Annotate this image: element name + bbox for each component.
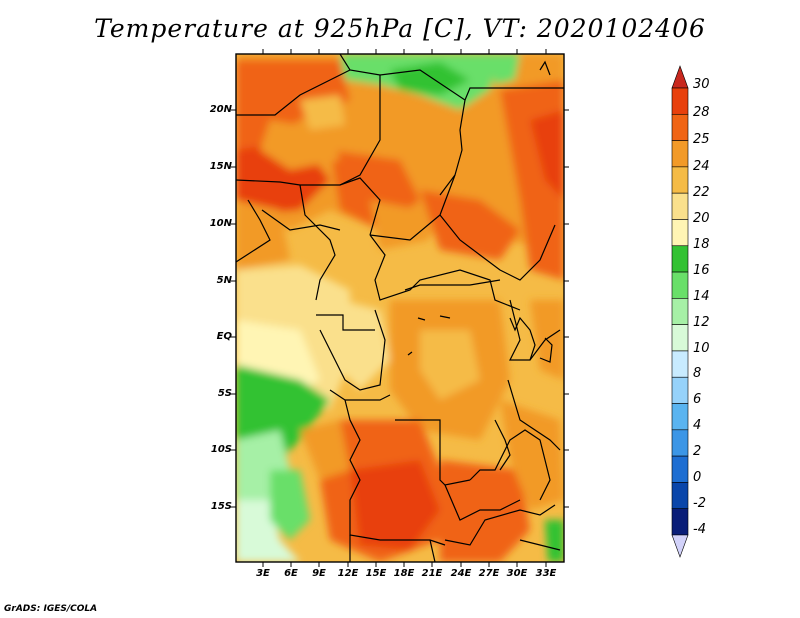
colorbar-swatch [671, 140, 689, 168]
lat-label-15n: 15N [209, 161, 232, 172]
colorbar-label-30: 30 [693, 77, 710, 92]
colorbar-label-neg2: -2 [693, 496, 706, 511]
colorbar-label-16: 16 [693, 263, 710, 278]
colorbar-label-2: 2 [693, 444, 702, 459]
lat-label-20n: 20N [209, 104, 232, 115]
colorbar [671, 65, 689, 558]
colorbar-label-10: 10 [693, 341, 710, 356]
temperature-field [236, 54, 564, 562]
colorbar-label-neg4: -4 [693, 522, 706, 537]
colorbar-label-24: 24 [693, 159, 710, 174]
lon-label-6e: 6E [284, 568, 298, 579]
lon-label-27e: 27E [478, 568, 500, 579]
colorbar-label-20: 20 [693, 211, 710, 226]
colorbar-label-14: 14 [693, 289, 710, 304]
colorbar-swatch [671, 403, 689, 431]
lon-label-9e: 9E [312, 568, 326, 579]
lon-label-15e: 15E [365, 568, 387, 579]
colorbar-swatch [671, 482, 689, 510]
map-title: Temperature at 925hPa [C], VT: 202010240… [94, 14, 706, 43]
map-frame [235, 53, 565, 563]
colorbar-swatch [671, 166, 689, 194]
lon-label-18e: 18E [393, 568, 415, 579]
colorbar-swatch [671, 271, 689, 299]
lat-label-5s: 5S [217, 388, 232, 399]
lat-ticks [231, 109, 569, 508]
colorbar-swatch [671, 534, 689, 558]
lon-label-12e: 12E [337, 568, 359, 579]
colorbar-label-8: 8 [693, 366, 702, 381]
colorbar-swatch [671, 324, 689, 352]
lon-label-3e: 3E [256, 568, 270, 579]
lat-label-15s: 15S [210, 501, 232, 512]
colorbar-label-22: 22 [693, 185, 710, 200]
lon-label-21e: 21E [421, 568, 443, 579]
colorbar-swatch [671, 298, 689, 325]
lon-label-24e: 24E [450, 568, 472, 579]
colorbar-label-28: 28 [693, 105, 710, 120]
colorbar-swatch [671, 508, 689, 536]
colorbar-swatch [671, 455, 689, 483]
country-borders [236, 54, 564, 562]
colorbar-label-6: 6 [693, 392, 702, 407]
colorbar-swatch [671, 245, 689, 273]
colorbar-swatch [671, 65, 689, 89]
colorbar-swatch [671, 113, 689, 141]
lon-label-30e: 30E [506, 568, 528, 579]
grads-credit: GrADS: IGES/COLA [4, 604, 98, 614]
colorbar-label-18: 18 [693, 237, 710, 252]
colorbar-swatch [671, 192, 689, 220]
colorbar-swatch [671, 376, 689, 404]
colorbar-swatch [671, 87, 689, 115]
colorbar-label-4: 4 [693, 418, 702, 433]
lon-ticks [262, 49, 547, 567]
colorbar-label-25: 25 [693, 132, 710, 147]
colorbar-label-0: 0 [693, 470, 702, 485]
lon-label-33e: 33E [535, 568, 557, 579]
colorbar-label-12: 12 [693, 315, 710, 330]
lat-label-10s: 10S [210, 444, 232, 455]
colorbar-swatch [671, 350, 689, 378]
lat-label-eq: EQ [216, 331, 232, 342]
lat-label-5n: 5N [216, 275, 232, 286]
colorbar-swatch [671, 219, 689, 247]
colorbar-swatch [671, 429, 689, 457]
lat-label-10n: 10N [209, 218, 232, 229]
